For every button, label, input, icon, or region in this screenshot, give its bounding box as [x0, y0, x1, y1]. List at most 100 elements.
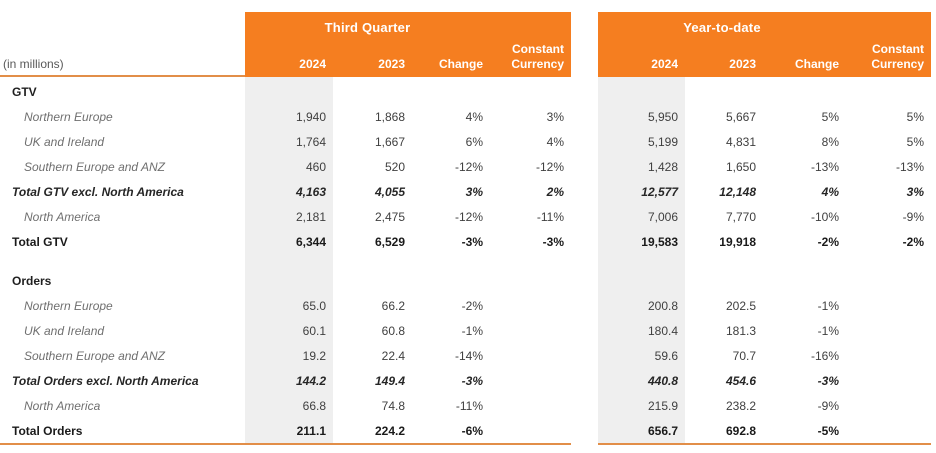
ytd-constant-currency-value: 5% [906, 109, 924, 124]
q3-2024-value: 1,940 [295, 109, 326, 124]
table-row: Northern Europe 65.0 66.2 -2% 200.8 202.… [0, 293, 936, 318]
table-row: UK and Ireland 1,764 1,667 6% 4% 5,199 4… [0, 129, 936, 154]
table-row: Total Orders 211.1 224.2 -6% 656.7 692.8… [0, 418, 936, 443]
ytd-change-value: 8% [821, 134, 839, 149]
ytd-2023-value: 1,650 [725, 159, 756, 174]
ytd-2024-value: 656.7 [647, 423, 678, 438]
table-row: Total Orders excl. North America 144.2 1… [0, 368, 936, 393]
row-label: Total GTV excl. North America [12, 184, 184, 199]
q3-change-value: -11% [455, 398, 483, 413]
col-header-2023: 2023 [378, 57, 405, 71]
q3-2023-value: 2,475 [374, 209, 405, 224]
ytd-change-value: -1% [817, 298, 839, 313]
table-row: Southern Europe and ANZ 19.2 22.4 -14% 5… [0, 343, 936, 368]
q3-2023-value: 6,529 [374, 234, 405, 249]
third-quarter-header: Third Quarter 2024 2023 Change Constant C… [245, 12, 571, 77]
ytd-2024-value: 12,577 [641, 184, 678, 199]
q3-change-value: -12% [454, 159, 483, 174]
ytd-constant-currency-value: -2% [902, 234, 924, 249]
q3-2023-value: 149.4 [374, 373, 405, 388]
col-header-2024: 2024 [299, 57, 326, 71]
bottom-rule [0, 443, 571, 445]
col-header-2024: 2024 [651, 57, 678, 71]
ytd-2024-value: 200.8 [647, 298, 678, 313]
table-row: UK and Ireland 60.1 60.8 -1% 180.4 181.3… [0, 318, 936, 343]
year-to-date-title: Year-to-date [683, 20, 761, 35]
q3-change-value: 4% [465, 109, 483, 124]
ytd-2023-value: 692.8 [725, 423, 756, 438]
col-header-2023: 2023 [729, 57, 756, 71]
q3-2023-value: 1,667 [374, 134, 405, 149]
q3-2024-value: 2,181 [295, 209, 326, 224]
third-quarter-column-headers: 2024 2023 Change Constant Currency [245, 42, 571, 72]
ytd-change-value: 5% [821, 109, 839, 124]
table-row: Northern Europe 1,940 1,868 4% 3% 5,950 … [0, 104, 936, 129]
col-header-constant-currency: Constant Currency [490, 42, 571, 72]
constant-label: Constant [512, 42, 564, 56]
ytd-2024-value: 5,950 [647, 109, 678, 124]
col-header-change: Change [438, 57, 483, 71]
table-row: Total GTV excl. North America 4,163 4,05… [0, 179, 936, 204]
year-to-date-header: Year-to-date 2024 2023 Change Constant Cu… [598, 12, 931, 77]
q3-constant-currency-value: 4% [546, 134, 564, 149]
ytd-2023-value: 5,667 [725, 109, 756, 124]
table-row: GTV [0, 79, 936, 104]
table-row: North America 66.8 74.8 -11% 215.9 238.2… [0, 393, 936, 418]
ytd-change-value: -2% [817, 234, 839, 249]
q3-2024-value: 19.2 [302, 348, 326, 363]
ytd-2024-value: 19,583 [641, 234, 678, 249]
ytd-2024-value: 59.6 [654, 348, 678, 363]
ytd-2024-value: 1,428 [647, 159, 678, 174]
ytd-constant-currency-value: -9% [902, 209, 924, 224]
row-label: Orders [12, 273, 52, 288]
q3-change-value: -1% [461, 323, 483, 338]
ytd-change-value: 4% [821, 184, 839, 199]
ytd-2023-value: 70.7 [732, 348, 756, 363]
q3-constant-currency-value: 2% [546, 184, 564, 199]
q3-2023-value: 66.2 [381, 298, 405, 313]
ytd-2024-value: 7,006 [647, 209, 678, 224]
q3-change-value: -3% [461, 234, 483, 249]
q3-change-value: -12% [454, 209, 483, 224]
constant-label: Constant [872, 42, 924, 56]
ytd-2023-value: 238.2 [725, 398, 756, 413]
ytd-constant-currency-value: -13% [895, 159, 924, 174]
q3-change-value: 6% [465, 134, 483, 149]
row-label: UK and Ireland [24, 323, 105, 338]
row-label: North America [24, 209, 101, 224]
ytd-2023-value: 4,831 [725, 134, 756, 149]
row-label: Total Orders [12, 423, 83, 438]
ytd-change-value: -16% [810, 348, 839, 363]
q3-constant-currency-value: -12% [535, 159, 564, 174]
q3-2024-value: 65.0 [302, 298, 326, 313]
currency-label: Currency [871, 57, 924, 71]
q3-2024-value: 144.2 [295, 373, 326, 388]
ytd-constant-currency-value: 3% [906, 184, 924, 199]
q3-constant-currency-value: -3% [542, 234, 564, 249]
q3-2024-value: 4,163 [295, 184, 326, 199]
q3-2023-value: 22.4 [381, 348, 405, 363]
units-label: (in millions) [0, 12, 245, 77]
ytd-2023-value: 454.6 [725, 373, 756, 388]
ytd-2023-value: 12,148 [719, 184, 756, 199]
q3-change-value: -6% [461, 423, 483, 438]
q3-2024-value: 1,764 [295, 134, 326, 149]
ytd-constant-currency-value: 5% [906, 134, 924, 149]
q3-2023-value: 1,868 [374, 109, 405, 124]
table-row: North America 2,181 2,475 -12% -11% 7,00… [0, 204, 936, 229]
table-row: Orders [0, 268, 936, 293]
q3-change-value: -14% [454, 348, 483, 363]
ytd-2023-value: 181.3 [725, 323, 756, 338]
ytd-change-value: -13% [810, 159, 839, 174]
ytd-2024-value: 5,199 [647, 134, 678, 149]
row-label: Northern Europe [24, 298, 113, 313]
ytd-change-value: -10% [810, 209, 839, 224]
ytd-2023-value: 7,770 [725, 209, 756, 224]
q3-2023-value: 4,055 [374, 184, 405, 199]
q3-constant-currency-value: -11% [536, 209, 564, 224]
q3-2024-value: 6,344 [295, 234, 326, 249]
bottom-rule [598, 443, 931, 445]
current-year-highlight-band [245, 77, 333, 443]
table-row: Southern Europe and ANZ 460 520 -12% -12… [0, 154, 936, 179]
